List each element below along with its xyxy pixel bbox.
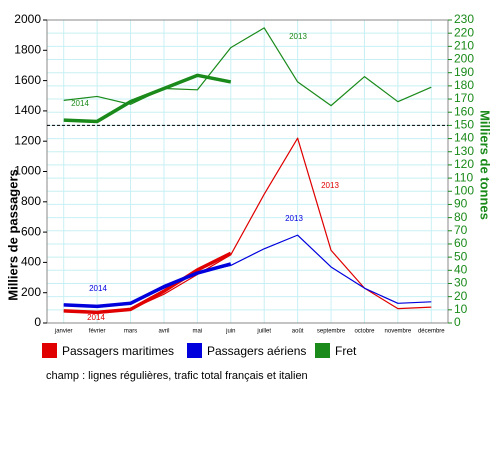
- y2-tick-label: 100: [454, 183, 474, 197]
- x-tick-label: juin: [225, 329, 235, 335]
- y2-tick-label: 220: [454, 25, 474, 39]
- line-label: 2014: [87, 313, 105, 322]
- x-tick-label: août: [292, 329, 304, 335]
- series-line: [63, 27, 432, 107]
- series-line: [63, 262, 232, 309]
- x-tick-label: février: [89, 329, 106, 335]
- y2-tick-label: 210: [454, 39, 474, 53]
- y2-tick-label: 70: [454, 223, 468, 237]
- legend-label: Fret: [335, 344, 357, 358]
- y2-tick-label: 120: [454, 157, 474, 171]
- y-tick-label: 200: [21, 285, 41, 299]
- legend-swatch: [315, 343, 330, 358]
- y-tick-label: 1000: [14, 164, 41, 178]
- note: champ : lignes régulières, trafic total …: [46, 370, 308, 382]
- legend-label: Passagers aériens: [207, 344, 306, 358]
- x-tick-label: mai: [193, 329, 203, 335]
- y2-tick-label: 230: [454, 12, 474, 26]
- series-line: [63, 137, 432, 313]
- line-label: 2013: [289, 32, 307, 41]
- y2-tick-label: 140: [454, 131, 474, 145]
- y2-tick-label: 180: [454, 78, 474, 92]
- x-tick-label: avril: [158, 329, 169, 335]
- y2-tick-label: 200: [454, 52, 474, 66]
- y2-tick-label: 0: [454, 315, 461, 329]
- y2-tick-label: 40: [454, 262, 468, 276]
- y2-tick-label: 90: [454, 197, 468, 211]
- y2-tick-label: 160: [454, 104, 474, 118]
- y-tick-label: 0: [34, 315, 41, 329]
- y2-axis-label: Milliers de tonnes: [478, 110, 493, 220]
- y2-tick-label: 80: [454, 210, 468, 224]
- y2-tick-label: 60: [454, 236, 468, 250]
- y-tick-label: 1400: [14, 103, 41, 117]
- y2-tick-label: 20: [454, 289, 468, 303]
- x-tick-label: novembre: [385, 329, 412, 335]
- y2-tick-label: 110: [454, 170, 473, 184]
- line-label: 2013: [321, 181, 339, 190]
- y-tick-label: 1800: [14, 42, 41, 56]
- y-axis-label: Milliers de passagers: [5, 169, 20, 301]
- y-tick-label: 2000: [14, 12, 41, 26]
- x-tick-label: janvier: [54, 329, 73, 335]
- y2-tick-label: 50: [454, 249, 468, 263]
- y2-tick-label: 170: [454, 91, 474, 105]
- x-tick-label: mars: [124, 329, 137, 335]
- series-line: [63, 251, 232, 315]
- y-tick-label: 600: [21, 224, 41, 238]
- y2-tick-label: 150: [454, 118, 474, 132]
- y2-tick-label: 10: [454, 302, 468, 316]
- legend-swatch: [187, 343, 202, 358]
- y-tick-label: 800: [21, 194, 41, 208]
- x-tick-label: octobre: [354, 329, 375, 335]
- line-label: 2013: [285, 214, 303, 223]
- y-tick-label: 1600: [14, 73, 41, 87]
- x-tick-label: décembre: [418, 329, 445, 335]
- x-tick-label: septembre: [317, 329, 346, 335]
- x-tick-label: juillet: [256, 329, 271, 335]
- y-tick-label: 1200: [14, 133, 41, 147]
- legend-swatch: [42, 343, 57, 358]
- y2-tick-label: 190: [454, 65, 474, 79]
- y2-tick-label: 30: [454, 276, 468, 290]
- y-tick-label: 400: [21, 255, 41, 269]
- line-label: 2014: [89, 284, 107, 293]
- series-line: [63, 73, 232, 124]
- plot-frame: [46, 19, 449, 324]
- legend-label: Passagers maritimes: [62, 344, 174, 358]
- y2-tick-label: 130: [454, 144, 474, 158]
- line-label: 2014: [71, 99, 89, 108]
